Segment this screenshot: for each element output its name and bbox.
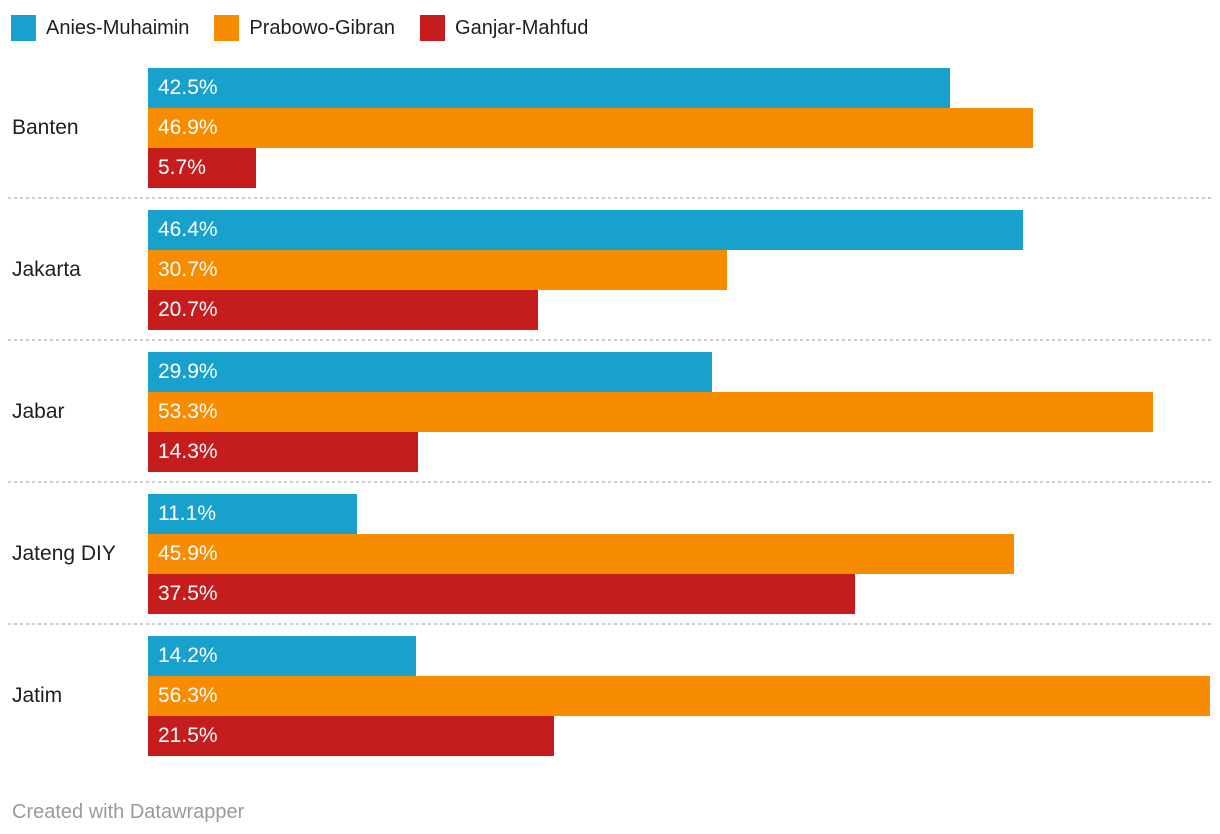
bar-value-label: 30.7% (158, 258, 218, 281)
category-label: Jabar (12, 400, 65, 423)
bar-jakarta-anies-muhaimin: 46.4% (148, 210, 1024, 250)
bar-track: 11.1% 45.9% 37.5% (148, 494, 1210, 614)
legend: Anies-Muhaimin Prabowo-Gibran Ganjar-Mahfu… (0, 0, 1220, 41)
bar-jateng-diy-prabowo-gibran: 45.9% (148, 534, 1014, 574)
bar-jatim-ganjar-mahfud: 21.5% (148, 716, 554, 756)
attribution[interactable]: Created with Datawrapper (12, 801, 1220, 824)
bar-value-label: 53.3% (158, 400, 218, 423)
bar-track: 42.5% 46.9% 5.7% (148, 68, 1210, 188)
category-label: Jateng DIY (12, 542, 116, 565)
group-separator (8, 623, 1212, 625)
group-separator (8, 339, 1212, 341)
chart-group-jakarta: Jakarta 46.4% 30.7% 20.7% (0, 210, 1220, 330)
bar-jabar-anies-muhaimin: 29.9% (148, 352, 712, 392)
bar-value-label: 5.7% (158, 156, 206, 179)
category-label: Jatim (12, 684, 63, 707)
bar-jateng-diy-anies-muhaimin: 11.1% (148, 494, 358, 534)
bar-value-label: 56.3% (158, 684, 218, 707)
bar-value-label: 14.3% (158, 440, 218, 463)
bar-value-label: 46.4% (158, 218, 218, 241)
category-label: Jakarta (12, 258, 81, 281)
chart-group-jateng-diy: Jateng DIY 11.1% 45.9% 37.5% (0, 494, 1220, 614)
legend-swatch-icon (214, 15, 240, 41)
legend-item-prabowo-gibran: Prabowo-Gibran (214, 15, 395, 41)
bar-value-label: 21.5% (158, 724, 218, 747)
chart-group-jatim: Jatim 14.2% 56.3% 21.5% (0, 636, 1220, 756)
bar-banten-prabowo-gibran: 46.9% (148, 108, 1033, 148)
bar-value-label: 20.7% (158, 298, 218, 321)
chart-group-jabar: Jabar 29.9% 53.3% 14.3% (0, 352, 1220, 472)
legend-item-anies-muhaimin: Anies-Muhaimin (11, 15, 189, 41)
group-separator (8, 197, 1212, 199)
bar-jatim-anies-muhaimin: 14.2% (148, 636, 416, 676)
bar-value-label: 45.9% (158, 542, 218, 565)
category-label: Banten (12, 116, 79, 139)
bar-track: 14.2% 56.3% 21.5% (148, 636, 1210, 756)
attribution-text[interactable]: Created with Datawrapper (12, 801, 245, 823)
legend-label: Prabowo-Gibran (249, 17, 396, 39)
bar-banten-ganjar-mahfud: 5.7% (148, 148, 256, 188)
legend-label: Ganjar-Mahfud (455, 17, 589, 39)
legend-label: Anies-Muhaimin (46, 17, 190, 39)
legend-swatch-icon (420, 15, 446, 41)
bar-jabar-ganjar-mahfud: 14.3% (148, 432, 418, 472)
bar-value-label: 37.5% (158, 582, 218, 605)
bar-value-label: 46.9% (158, 116, 218, 139)
bar-banten-anies-muhaimin: 42.5% (148, 68, 950, 108)
bar-value-label: 42.5% (158, 76, 218, 99)
bar-value-label: 14.2% (158, 644, 218, 667)
bar-jateng-diy-ganjar-mahfud: 37.5% (148, 574, 856, 614)
legend-item-ganjar-mahfud: Ganjar-Mahfud (420, 15, 588, 41)
chart-group-banten: Banten 42.5% 46.9% 5.7% (0, 68, 1220, 188)
bar-jatim-prabowo-gibran: 56.3% (148, 676, 1210, 716)
chart-groups: Banten 42.5% 46.9% 5.7% Jakarta 46.4% 30.7% 20.… (0, 68, 1220, 756)
legend-swatch-icon (11, 15, 36, 41)
bar-jakarta-prabowo-gibran: 30.7% (148, 250, 728, 290)
bar-jakarta-ganjar-mahfud: 20.7% (148, 290, 539, 330)
bar-jabar-prabowo-gibran: 53.3% (148, 392, 1154, 432)
bar-value-label: 29.9% (158, 360, 218, 383)
bar-value-label: 11.1% (158, 502, 216, 525)
bar-track: 46.4% 30.7% 20.7% (148, 210, 1210, 330)
group-separator (8, 481, 1212, 483)
bar-track: 29.9% 53.3% 14.3% (148, 352, 1210, 472)
